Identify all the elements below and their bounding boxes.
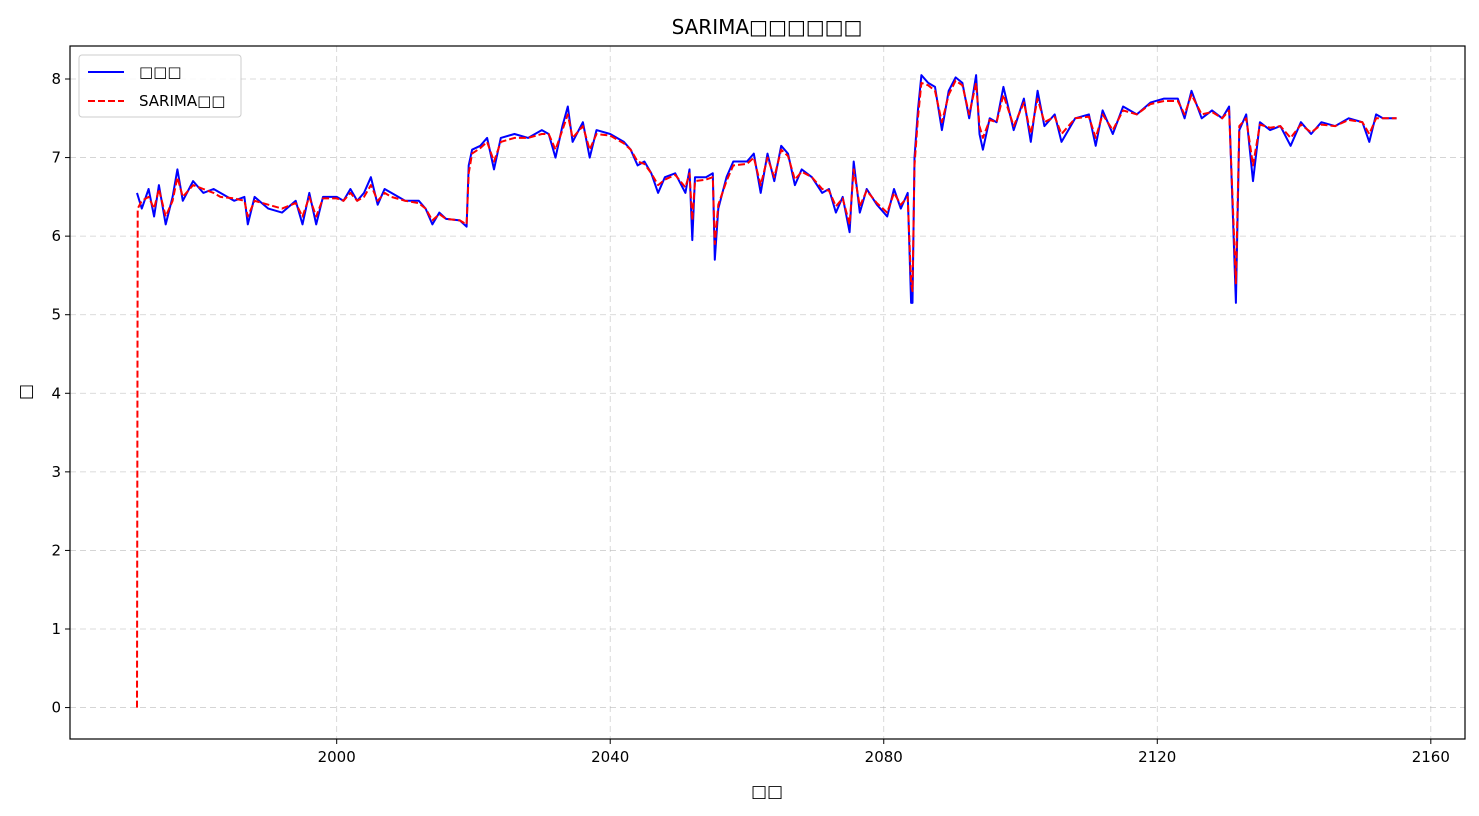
plot-area-frame bbox=[69, 45, 1466, 740]
series-sarima-line bbox=[136, 79, 1397, 708]
y-tick-label: 3 bbox=[51, 463, 61, 481]
x-tick-label: 2000 bbox=[318, 748, 356, 766]
y-tick-label: 5 bbox=[51, 306, 61, 324]
y-tick-label: 1 bbox=[51, 620, 61, 638]
y-tick-label: 6 bbox=[51, 227, 61, 245]
x-tick-label: 2040 bbox=[591, 748, 629, 766]
legend-label-actual: □□□ bbox=[139, 63, 182, 81]
grid-lines bbox=[70, 46, 1465, 739]
x-tick-label: 2080 bbox=[865, 748, 903, 766]
y-tick-label: 2 bbox=[51, 541, 61, 559]
y-tick-label: 7 bbox=[51, 149, 61, 167]
y-tick-label: 0 bbox=[51, 699, 61, 717]
legend: □□□ SARIMA□□ bbox=[78, 54, 242, 118]
x-tick-label: 2120 bbox=[1138, 748, 1176, 766]
series-actual-line bbox=[136, 74, 1397, 304]
y-tick-label: 8 bbox=[51, 70, 61, 88]
x-tick-label: 2160 bbox=[1412, 748, 1450, 766]
y-axis-label: □ bbox=[16, 384, 36, 400]
x-axis-label: □□ bbox=[751, 782, 783, 802]
chart-title: SARIMA□□□□□□ bbox=[672, 15, 863, 39]
y-tick-label: 4 bbox=[51, 384, 61, 402]
legend-label-sarima: SARIMA□□ bbox=[139, 92, 225, 110]
series-lines bbox=[136, 74, 1397, 708]
axis-ticks: 2000 2040 2080 2120 2160 0 1 2 3 4 5 6 7 8 bbox=[51, 70, 1449, 766]
